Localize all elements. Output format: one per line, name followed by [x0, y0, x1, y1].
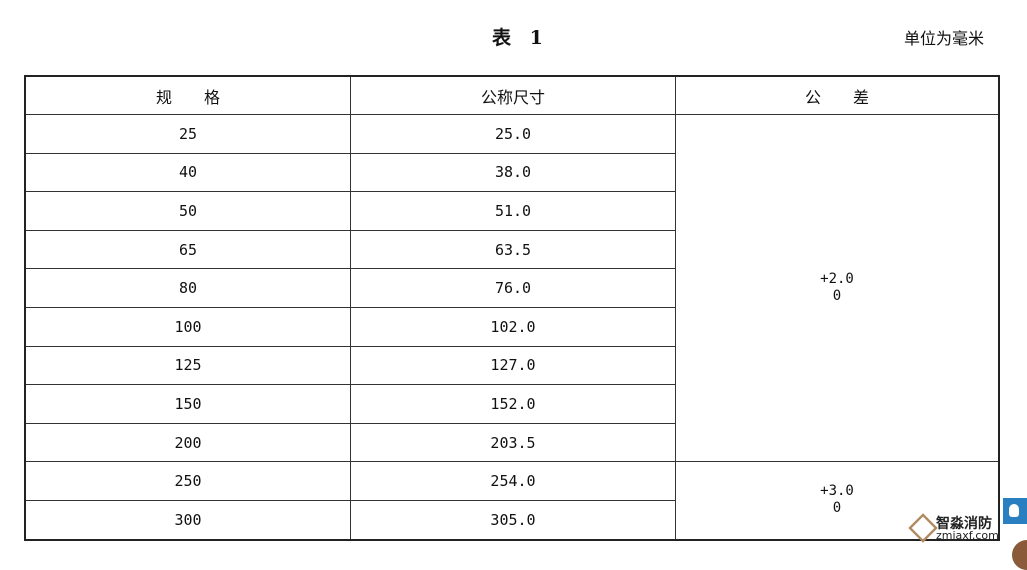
table-row: 250 254.0 +3.0 0 [24, 461, 1000, 541]
header-spec: 规 格 [24, 75, 351, 115]
nominal-size-cell: 254.0 [350, 461, 676, 501]
table-title: 表 1 [492, 27, 549, 49]
table-row: 25 25.0 +2.0 0 [24, 113, 1000, 463]
qq-icon [1009, 504, 1019, 517]
nominal-size-cell: 305.0 [350, 499, 676, 541]
nominal-size-cell: 203.5 [350, 422, 676, 463]
table-row: 65 63.5 [24, 229, 999, 270]
spec-cell: 40 [24, 152, 351, 193]
tolerance-lower: 0 [832, 288, 842, 305]
tolerance-lower: 0 [832, 500, 842, 517]
spec-cell: 100 [24, 306, 351, 347]
nominal-size-cell: 76.0 [350, 268, 676, 308]
nominal-size-cell: 63.5 [350, 229, 676, 270]
header-nominal-size: 公称尺寸 [350, 75, 676, 115]
table-row: 80 76.0 [24, 268, 999, 308]
table-row: 40 38.0 [24, 152, 999, 193]
watermark-name: 智淼消防 [936, 516, 992, 532]
table-row: 200 203.5 [24, 422, 999, 463]
nominal-size-cell: 38.0 [350, 152, 676, 193]
spec-cell: 125 [24, 345, 351, 386]
spec-cell: 300 [24, 499, 351, 541]
spec-cell: 80 [24, 268, 351, 308]
header-tolerance: 公 差 [675, 75, 1000, 115]
table-row: 150 152.0 [24, 384, 999, 424]
watermark-url: zmjaxf.com [936, 529, 999, 542]
nominal-size-cell: 152.0 [350, 384, 676, 424]
table-row: 125 127.0 [24, 345, 999, 386]
spec-cell: 65 [24, 229, 351, 270]
spec-cell: 25 [24, 114, 351, 154]
avatar[interactable] [1012, 540, 1027, 570]
tolerance-cell: +2.0 0 [675, 113, 1000, 463]
nominal-size-cell: 25.0 [350, 114, 676, 154]
spec-cell: 150 [24, 384, 351, 424]
tolerance-upper: +2.0 [820, 271, 854, 288]
spec-cell: 250 [24, 461, 351, 501]
tolerance-cell: +3.0 0 [675, 461, 1000, 541]
spec-cell: 200 [24, 422, 351, 463]
tolerance-upper: +3.0 [820, 483, 854, 500]
qq-chat-button[interactable] [1003, 498, 1027, 524]
table-row: 300 305.0 [24, 499, 999, 541]
table-row: 50 51.0 [24, 191, 999, 231]
table-row: 100 102.0 [24, 306, 999, 347]
unit-note: 单位为毫米 [904, 29, 985, 48]
spec-table: 规 格 公称尺寸 公 差 25 25.0 +2.0 0 40 38.0 50 51.0 65 63… [24, 75, 1000, 541]
nominal-size-cell: 102.0 [350, 306, 676, 347]
nominal-size-cell: 127.0 [350, 345, 676, 386]
spec-cell: 50 [24, 191, 351, 231]
nominal-size-cell: 51.0 [350, 191, 676, 231]
